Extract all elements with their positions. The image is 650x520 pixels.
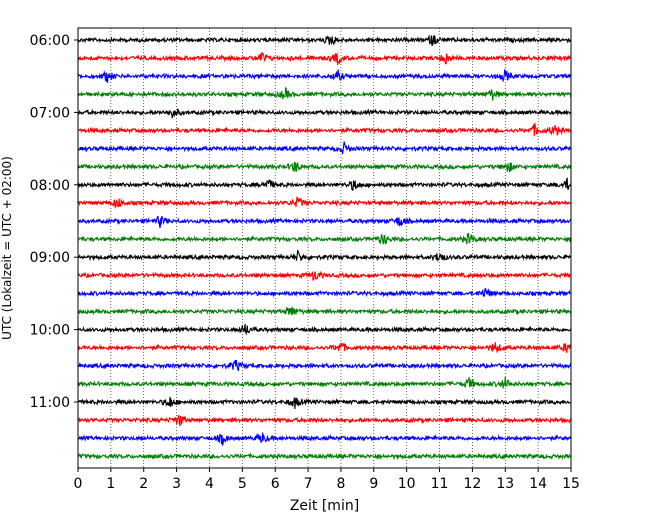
x-tick-label: 2 — [139, 476, 148, 492]
seismogram-trace — [77, 195, 572, 210]
y-axis-ticks: 06:00 07:00 08:00 09:00 10:00 11:00 — [30, 33, 78, 411]
seismogram-trace — [77, 376, 572, 389]
seismogram-trace — [77, 323, 572, 336]
seismogram-trace — [77, 232, 572, 245]
seismogram-trace — [77, 141, 572, 155]
seismogram-trace — [77, 86, 572, 101]
y-tick-label: 07:00 — [30, 105, 70, 121]
seismogram-trace — [77, 68, 572, 83]
x-tick-label: 12 — [463, 476, 481, 492]
seismogram-trace — [77, 432, 572, 446]
x-axis-title: Zeit [min] — [290, 498, 359, 514]
x-tick-label: 7 — [304, 476, 313, 492]
y-tick-label: 06:00 — [30, 33, 70, 49]
y-tick-label: 10:00 — [30, 323, 70, 339]
x-tick-label: 4 — [205, 476, 214, 492]
seismogram-trace — [78, 359, 572, 372]
seismogram-trace — [77, 215, 572, 228]
y-tick-label: 08:00 — [30, 178, 70, 194]
x-tick-label: 13 — [496, 476, 514, 492]
x-tick-label: 11 — [431, 476, 449, 492]
x-tick-label: 10 — [398, 476, 416, 492]
seismogram-trace — [77, 122, 572, 137]
x-tick-label: 5 — [238, 476, 247, 492]
seismogram-trace — [77, 177, 572, 191]
seismogram-trace — [77, 270, 572, 281]
seismogram-traces — [77, 34, 572, 461]
seismogram-trace — [77, 34, 572, 46]
x-tick-label: 0 — [74, 476, 83, 492]
x-tick-label: 8 — [336, 476, 345, 492]
x-tick-label: 15 — [562, 476, 580, 492]
seismogram-trace — [77, 161, 572, 173]
x-tick-label: 14 — [529, 476, 547, 492]
x-tick-label: 1 — [106, 476, 115, 492]
plot-frame — [77, 27, 572, 469]
seismogram-trace — [77, 249, 572, 263]
vertical-grid — [110, 28, 539, 468]
y-axis-title: UTC (Lokalzeit = UTC + 02:00) — [0, 156, 14, 340]
x-tick-label: 6 — [271, 476, 280, 492]
y-tick-label: 09:00 — [30, 250, 70, 266]
x-tick-label: 3 — [172, 476, 181, 492]
seismogram-trace — [77, 452, 572, 461]
x-axis-ticks: 0 1 2 3 4 5 6 7 8 9 10 11 12 13 14 15 — [74, 468, 580, 492]
seismogram-trace — [77, 396, 572, 409]
seismogram-trace — [77, 287, 572, 298]
seismogram-trace — [77, 414, 572, 427]
seismogram-trace — [77, 306, 572, 316]
x-tick-label: 9 — [369, 476, 378, 492]
seismogram-trace — [77, 107, 572, 119]
seismogram-trace — [77, 342, 572, 353]
y-tick-label: 11:00 — [30, 395, 70, 411]
seismogram-trace — [77, 51, 572, 66]
